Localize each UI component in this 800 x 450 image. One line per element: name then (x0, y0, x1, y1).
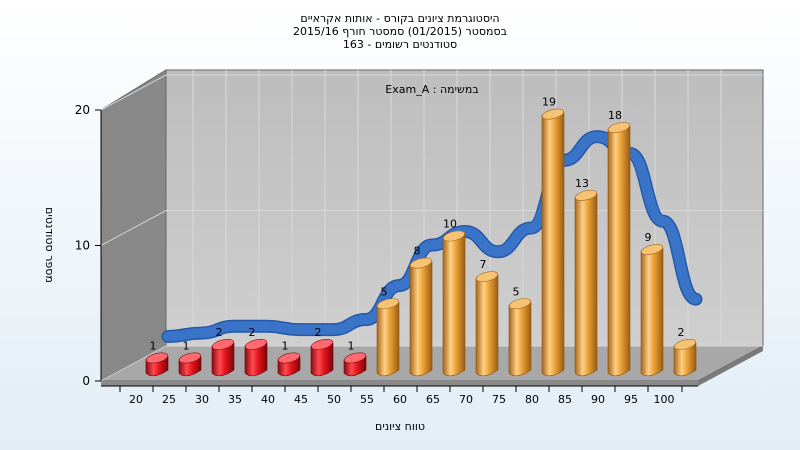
bar-85: 13 (574, 177, 598, 377)
x-tick-label: 65 (426, 393, 440, 406)
bar-body (409, 261, 433, 377)
bar-body (640, 247, 664, 377)
bar-top (442, 230, 466, 242)
exam-annotation: Exam_A : במשימה (385, 83, 478, 96)
bar-20: 1 (145, 339, 169, 377)
bar-55: 5 (376, 285, 400, 377)
x-tick-label: 20 (129, 393, 143, 406)
bar-95: 9 (640, 231, 664, 377)
bar-35: 2 (244, 326, 268, 377)
x-tick-label: 60 (393, 393, 407, 406)
bar-30: 2 (211, 326, 235, 377)
x-tick-label: 30 (195, 393, 209, 406)
bar-top (607, 122, 631, 134)
floor-front-edge (101, 381, 698, 386)
data-label: 5 (381, 285, 388, 298)
bar-25: 1 (178, 339, 202, 377)
data-label: 18 (608, 109, 622, 122)
bar-body (310, 342, 334, 377)
bar-body (442, 234, 466, 377)
bar-top (541, 108, 565, 120)
bar-body (475, 274, 499, 377)
floor-side-edge (698, 346, 763, 386)
bar-top (640, 244, 664, 255)
x-tick-label: 70 (459, 393, 473, 406)
bar-body (607, 125, 631, 377)
data-label: 1 (150, 339, 157, 352)
bar-70: 7 (475, 258, 499, 377)
bar-body (673, 342, 697, 377)
bar-body (211, 342, 235, 377)
x-tick-label: 50 (327, 393, 341, 406)
y-tick-label: 0 (82, 374, 90, 388)
bar-top (508, 298, 532, 310)
data-label: 5 (513, 285, 520, 298)
data-label: 2 (315, 326, 322, 339)
bar-40: 1 (277, 339, 301, 377)
data-label: 2 (216, 326, 223, 339)
bar-100: 2 (673, 326, 697, 377)
data-label: 2 (678, 326, 685, 339)
data-label: 1 (183, 339, 190, 352)
bar-body (541, 112, 565, 377)
bar-75: 5 (508, 285, 532, 377)
data-label: 10 (443, 218, 457, 231)
bar-top (178, 352, 202, 364)
bar-body (244, 342, 268, 377)
y-tick-label: 10 (75, 239, 90, 253)
bar-top (574, 189, 598, 201)
bar-top (277, 352, 301, 364)
bar-90: 18 (607, 109, 631, 377)
x-tick-label: 45 (294, 393, 308, 406)
bar-60: 8 (409, 245, 433, 377)
bar-top (409, 257, 433, 269)
x-tick-label: 40 (261, 393, 275, 406)
grid-line-side (100, 74, 167, 111)
chart-title-line-3: סטודנטים רשומים - 163 (343, 38, 457, 51)
chart-title-line-1: היסטוגרמת ציונים בקורס - אותות אקראיים (300, 12, 499, 25)
data-label: 9 (645, 231, 652, 244)
bar-body (376, 301, 400, 377)
data-label: 2 (249, 326, 256, 339)
x-tick-label: 55 (360, 393, 374, 406)
bar-top (475, 271, 499, 283)
data-label: 1 (282, 339, 289, 352)
x-tick-label: 80 (525, 393, 539, 406)
chart-title-line-2: בסמסטר (01/2015) סמסטר חורף 2015/16 (293, 25, 507, 38)
bar-top (310, 338, 334, 350)
bar-body (508, 301, 532, 377)
bar-50: 1 (343, 339, 367, 377)
x-tick-label: 90 (591, 393, 605, 406)
bar-80: 19 (541, 96, 565, 377)
bar-top (673, 338, 697, 350)
data-label: 8 (414, 245, 421, 258)
y-tick-label: 20 (75, 103, 90, 117)
side-wall (100, 69, 167, 382)
x-tick-label: 95 (624, 393, 638, 406)
bar-top (145, 352, 169, 364)
bar-45: 2 (310, 326, 334, 377)
y-axis-title: מספר סטודנטים (43, 207, 56, 283)
bar-top (343, 352, 367, 364)
x-tick-label: 85 (558, 393, 572, 406)
bars: 1 1 2 2 1 2 1 5 8 10 7 5 19 13 18 9 2 (145, 96, 697, 377)
bar-top (244, 338, 268, 350)
data-label: 13 (575, 177, 589, 190)
x-axis-title: טווח ציונים (375, 420, 425, 433)
data-label: 7 (480, 258, 487, 271)
data-label: 19 (542, 96, 556, 109)
bar-body (574, 193, 598, 377)
grid-line-side (100, 345, 167, 382)
bar-top (211, 338, 235, 350)
x-tick-label: 35 (228, 393, 242, 406)
data-label: 1 (348, 339, 355, 352)
bar-65: 10 (442, 218, 466, 377)
x-tick-label: 100 (654, 393, 675, 406)
x-tick-label: 75 (492, 393, 506, 406)
bar-top (376, 298, 400, 310)
grid-line-side (100, 210, 167, 246)
x-tick-label: 25 (162, 393, 176, 406)
